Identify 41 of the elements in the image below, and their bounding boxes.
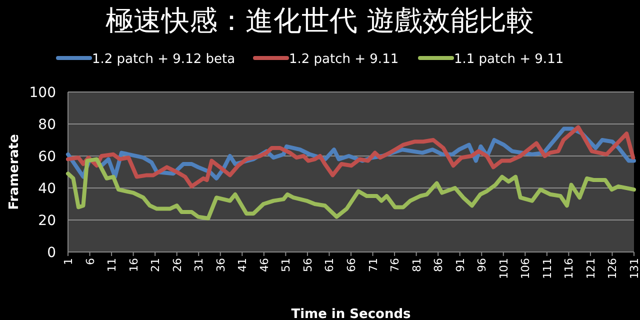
- x-tick-label: 31: [192, 258, 206, 272]
- x-tick-label: 1: [62, 258, 75, 265]
- x-tick-label: 41: [236, 258, 250, 272]
- x-tick-label: 96: [476, 258, 489, 272]
- y-axis-title: Framerate: [7, 134, 22, 210]
- y-tick-label: 40: [38, 181, 56, 197]
- y-tick-label: 100: [29, 85, 56, 101]
- x-axis-title: Time in Seconds: [291, 307, 412, 320]
- x-tick-label: 106: [519, 258, 532, 279]
- x-tick-label: 126: [606, 258, 620, 279]
- x-tick-label: 91: [454, 258, 467, 272]
- x-tick-label: 56: [301, 258, 314, 272]
- x-tick-label: 71: [366, 258, 380, 272]
- x-tick-label: 16: [127, 258, 140, 272]
- line-series: [66, 157, 636, 220]
- y-tick-label: 20: [38, 213, 56, 229]
- x-tick-label: 26: [170, 258, 184, 272]
- legend-label: 1.2 patch + 9.12 beta: [92, 52, 236, 67]
- y-tick-label: 60: [38, 149, 56, 165]
- x-tick-label: 11: [106, 258, 119, 272]
- x-tick-label: 111: [540, 258, 554, 279]
- line-series: [66, 125, 636, 188]
- legend-label: 1.1 patch + 9.11: [454, 52, 564, 67]
- x-tick-label: 66: [345, 258, 358, 272]
- y-tick-label: 80: [38, 117, 56, 133]
- x-tick-label: 76: [388, 258, 402, 272]
- x-tick-label: 6: [84, 258, 97, 265]
- x-tick-label: 101: [497, 258, 510, 279]
- x-tick-label: 21: [149, 258, 162, 272]
- x-tick-label: 86: [432, 258, 446, 272]
- y-tick-label: 0: [47, 245, 56, 261]
- x-tick-label: 46: [258, 258, 271, 272]
- chart-title: 極速快感：進化世代 遊戲效能比較: [106, 4, 534, 37]
- x-tick-label: 51: [280, 258, 293, 272]
- x-tick-label: 131: [628, 258, 640, 279]
- x-tick-label: 81: [410, 258, 424, 272]
- x-tick-label: 116: [562, 258, 576, 279]
- x-tick-label: 121: [584, 258, 598, 279]
- x-tick-label: 36: [214, 258, 228, 272]
- legend-label: 1.2 patch + 9.11: [289, 52, 399, 67]
- x-tick-label: 61: [323, 258, 336, 272]
